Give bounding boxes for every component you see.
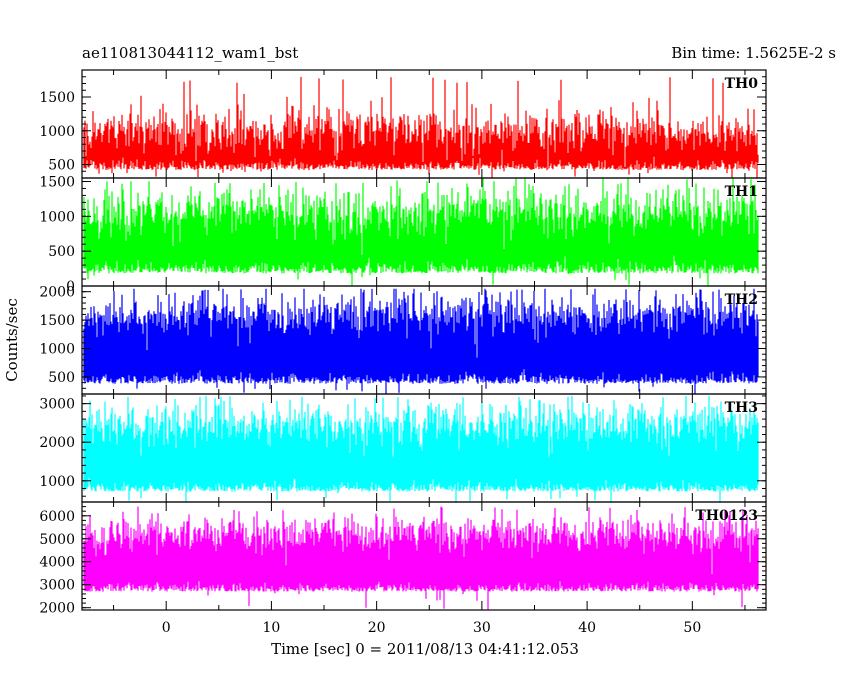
figure-title: ae110813044112_wam1_bst: [82, 44, 298, 62]
x-tick-label: 40: [578, 620, 596, 636]
panel-label: TH0: [725, 76, 759, 92]
y-axis-label: Counts/sec: [3, 298, 21, 382]
y-tick-label: 2000: [39, 435, 75, 451]
y-tick-label: 1000: [39, 474, 75, 490]
y-tick-label: 1000: [39, 209, 75, 225]
panel-label: TH0123: [695, 508, 758, 524]
y-tick-label: 0: [66, 279, 75, 295]
y-tick-label: 1500: [39, 90, 75, 106]
panel-label: TH3: [725, 400, 758, 416]
series-th3: [83, 395, 759, 502]
panels: 500 1000 1500 TH0 0 500 1000 1500 TH1 500 1000 1500…: [39, 69, 767, 617]
y-tick-label: 4000: [39, 555, 75, 571]
y-tick-label: 5000: [39, 532, 75, 548]
y-tick-label: 1500: [39, 174, 75, 190]
panel-label: TH2: [725, 292, 758, 308]
panel-label: TH1: [725, 184, 758, 200]
y-tick-label: 3000: [39, 397, 75, 413]
panel-th0: 500 1000 1500 TH0: [39, 69, 767, 179]
y-tick-label: 1000: [39, 342, 75, 358]
y-tick-label: 500: [48, 244, 75, 260]
panel-th2: 500 1000 1500 2000 TH2: [39, 285, 767, 395]
y-tick-label: 2000: [39, 285, 75, 301]
x-axis-label: Time [sec] 0 = 2011/08/13 04:41:12.053: [271, 640, 579, 658]
y-tick-label: 1000: [39, 124, 75, 140]
panel-th3: 1000 2000 3000 TH3: [39, 393, 767, 503]
x-tick-label: 50: [683, 620, 701, 636]
y-tick-label: 500: [48, 370, 75, 386]
panel-th1: 0 500 1000 1500 TH1: [39, 174, 767, 295]
panel-th0123: 2000 3000 4000 5000 6000 TH0123: [39, 501, 767, 617]
panel-frame: [81, 501, 767, 611]
series-th1: [83, 178, 759, 286]
series-th0: [83, 76, 759, 178]
bin-time-label: Bin time: 1.5625E-2 s: [671, 44, 836, 62]
y-tick-label: 6000: [39, 509, 75, 525]
series-th2: [83, 288, 759, 394]
y-tick-label: 3000: [39, 578, 75, 594]
x-tick-label: 30: [473, 620, 491, 636]
series-th0123: [83, 506, 759, 610]
x-tick-label: 10: [263, 620, 281, 636]
y-tick-label: 2000: [39, 601, 75, 617]
y-tick-label: 500: [48, 158, 75, 174]
x-tick-label: 0: [162, 620, 171, 636]
x-axis: 0 10 20 30 40 50: [162, 620, 702, 636]
x-tick-label: 20: [368, 620, 386, 636]
y-tick-label: 1500: [39, 313, 75, 329]
